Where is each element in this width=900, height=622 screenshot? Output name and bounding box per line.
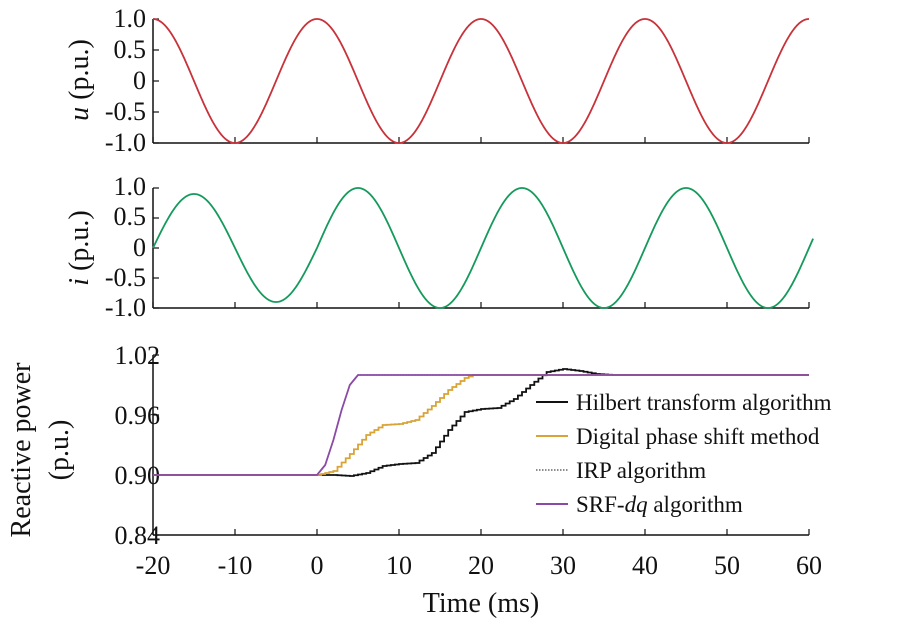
i-tick-label: 0.5 bbox=[114, 202, 147, 231]
x-tick-label: 50 bbox=[714, 551, 740, 580]
i-axis-title: i (p.u.) bbox=[64, 210, 95, 285]
legend-label-srf: SRF-dq algorithm bbox=[576, 492, 743, 517]
i-tick-label: -0.5 bbox=[105, 263, 146, 292]
panel-reactive-power: 1.02 0.96 0.90 0.84 -20 -10 0 10 20 30 4… bbox=[6, 341, 832, 619]
u-y-tick-labels: 1.0 0.5 0 -0.5 -1.0 bbox=[105, 4, 146, 157]
i-tick-label: 1.0 bbox=[114, 172, 147, 201]
panel-voltage: 1.0 0.5 0 -0.5 -1.0 u (p.u.) bbox=[64, 4, 809, 157]
figure: 1.0 0.5 0 -0.5 -1.0 u (p.u.) 1.0 0.5 0 -… bbox=[0, 0, 900, 622]
legend-label-digital: Digital phase shift method bbox=[576, 424, 820, 449]
q-axis-title-line1: Reactive power bbox=[6, 362, 37, 538]
u-axes bbox=[153, 19, 809, 143]
panel-current: 1.0 0.5 0 -0.5 -1.0 i (p.u.) bbox=[64, 172, 813, 322]
x-tick-label: 40 bbox=[632, 551, 658, 580]
q-axis-title-line2: (p.u.) bbox=[44, 420, 75, 481]
u-axis-title: u (p.u.) bbox=[64, 39, 95, 121]
x-tick-label: 0 bbox=[311, 551, 324, 580]
u-tick-label: 0 bbox=[133, 66, 146, 95]
current-series-line bbox=[153, 188, 813, 308]
u-tick-label: -1.0 bbox=[105, 128, 146, 157]
u-tick-label: -0.5 bbox=[105, 97, 146, 126]
voltage-series-line bbox=[153, 19, 809, 143]
x-tick-label: 20 bbox=[468, 551, 494, 580]
i-tick-label: 0 bbox=[133, 233, 146, 262]
u-tick-label: 0.5 bbox=[114, 35, 147, 64]
legend: Hilbert transform algorithm Digital phas… bbox=[536, 390, 832, 517]
q-series-group bbox=[153, 369, 809, 476]
x-tick-labels: -20 -10 0 10 20 30 40 50 60 bbox=[136, 551, 822, 580]
legend-label-hilbert: Hilbert transform algorithm bbox=[576, 390, 832, 415]
x-axis-title: Time (ms) bbox=[423, 588, 539, 619]
u-tick-label: 1.0 bbox=[114, 4, 147, 33]
x-tick-label: -10 bbox=[218, 551, 253, 580]
x-tick-label: 60 bbox=[796, 551, 822, 580]
legend-label-irp: IRP algorithm bbox=[576, 458, 706, 483]
i-tick-label: -1.0 bbox=[105, 293, 146, 322]
x-tick-label: 30 bbox=[550, 551, 576, 580]
x-tick-label: 10 bbox=[386, 551, 412, 580]
i-y-tick-labels: 1.0 0.5 0 -0.5 -1.0 bbox=[105, 172, 146, 322]
series-line-hilbert bbox=[153, 369, 809, 476]
x-tick-label: -20 bbox=[136, 551, 171, 580]
